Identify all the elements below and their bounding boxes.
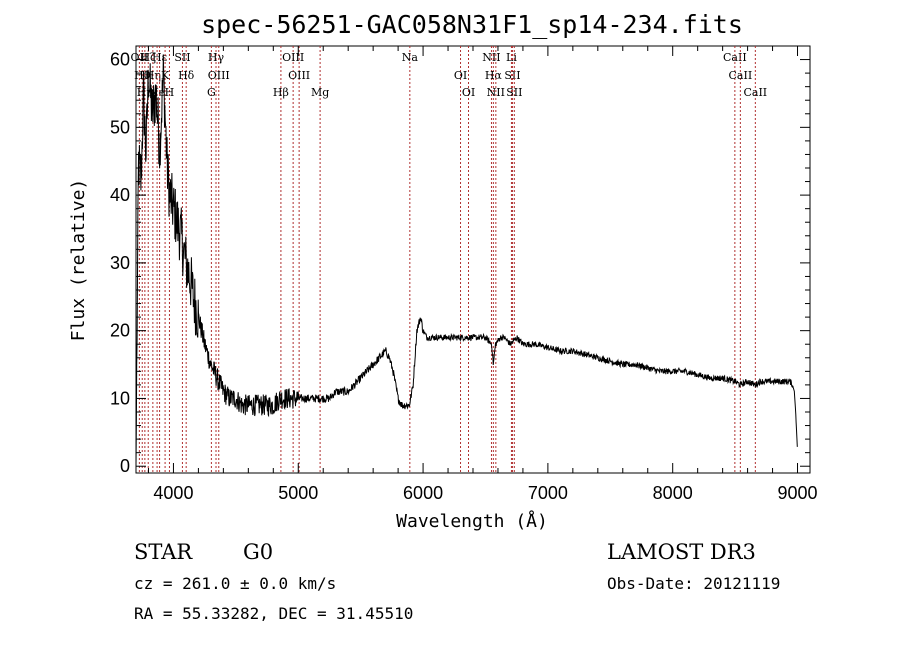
x-tick-label-5: 9000	[777, 483, 817, 503]
line-label-27: CaII	[723, 51, 747, 64]
emission-line-markers: OIIHθHηHζHηNeHεKHSIIHδGHγOIIIHβOIIIOIIIM…	[131, 46, 767, 473]
line-label-20: OI	[462, 86, 475, 99]
y-axis-label: Flux (relative)	[68, 179, 89, 342]
x-tick-label-4: 8000	[653, 483, 693, 503]
line-label-24: Li	[506, 51, 517, 64]
object-subclass: G0	[243, 540, 273, 564]
y-tick-label-6: 60	[110, 50, 130, 70]
x-tick-label-3: 7000	[528, 483, 568, 503]
x-axis-label: Wavelength (Å)	[396, 510, 548, 532]
line-label-4: Hη	[145, 69, 161, 82]
chart-title: spec-56251-GAC058N31F1_sp14-234.fits	[201, 10, 743, 39]
line-label-22: Hα	[485, 69, 503, 82]
spectrum-series-line	[135, 54, 798, 467]
survey-name: LAMOST DR3	[607, 540, 756, 564]
line-label-26: SII	[506, 86, 522, 99]
y-tick-label-4: 40	[110, 185, 130, 205]
line-label-1: Hθ	[134, 69, 151, 82]
line-label-16: OIII	[288, 69, 310, 82]
redshift-velocity: cz = 261.0 ± 0.0 km/s	[134, 574, 336, 593]
x-tick-label-0: 4000	[153, 483, 193, 503]
line-label-21: NII	[482, 51, 500, 64]
line-label-10: Hδ	[178, 69, 195, 82]
line-label-18: Na	[402, 51, 419, 64]
line-label-12: Hγ	[208, 51, 225, 64]
x-tick-label-2: 6000	[403, 483, 443, 503]
observation-date: Obs-Date: 20121119	[607, 574, 780, 593]
line-label-15: OIII	[282, 51, 304, 64]
line-label-0: OII	[131, 51, 149, 64]
line-label-7: K	[161, 69, 170, 82]
x-tick-label-1: 5000	[278, 483, 318, 503]
line-label-13: OIII	[208, 69, 230, 82]
line-label-3: Hζ	[140, 51, 156, 64]
line-label-14: Hβ	[273, 86, 289, 99]
y-tick-label-5: 50	[110, 117, 130, 137]
y-tick-label-2: 20	[110, 321, 130, 341]
line-label-11: G	[207, 86, 216, 99]
y-tick-label-1: 10	[110, 388, 130, 408]
line-label-23: NII	[487, 86, 505, 99]
y-tick-label-0: 0	[120, 456, 130, 476]
line-label-9: SII	[174, 51, 190, 64]
object-class: STAR	[134, 540, 193, 564]
line-label-29: CaII	[743, 86, 767, 99]
sky-coordinates: RA = 55.33282, DEC = 31.45510	[134, 604, 413, 623]
line-label-19: OI	[454, 69, 467, 82]
line-label-25: SII	[504, 69, 520, 82]
line-label-17: Mg	[311, 86, 329, 99]
line-label-8: H	[165, 86, 175, 99]
axis-ticks: 4000 5000 6000 7000 8000 9000 0 10 20 30 40 50 60	[110, 46, 818, 503]
line-label-28: CaII	[729, 69, 753, 82]
y-tick-label-3: 30	[110, 253, 130, 273]
